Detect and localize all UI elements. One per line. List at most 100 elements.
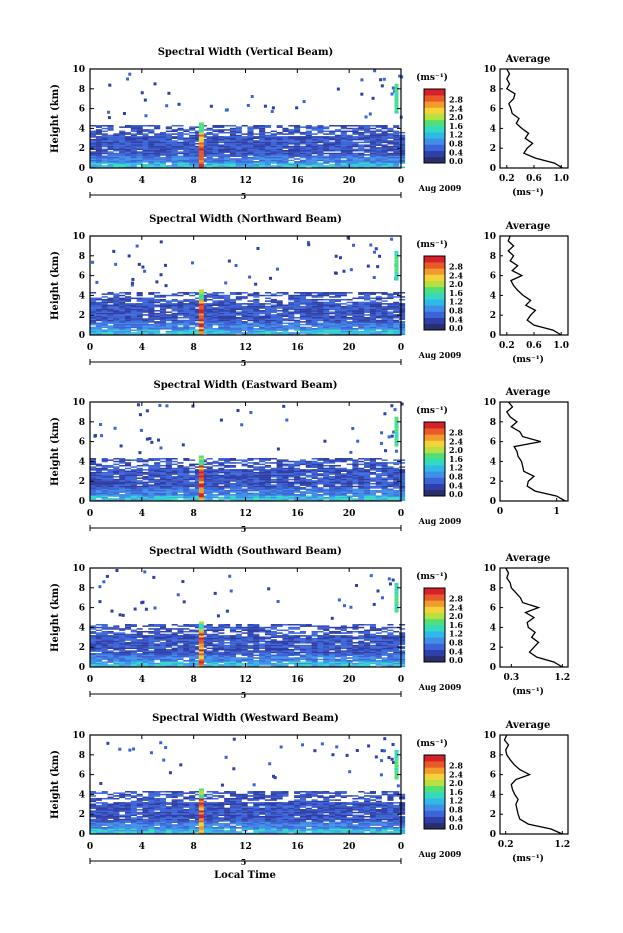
- heatmap-cell: [335, 329, 341, 330]
- average-title: Average: [505, 387, 551, 398]
- heatmap-cell: [166, 464, 172, 465]
- heatmap-cell: [259, 146, 265, 147]
- heatmap-cell: [312, 480, 318, 481]
- y-tick-label: 8: [79, 252, 85, 262]
- heatmap-cell: [288, 165, 294, 166]
- heatmap-cell: [364, 310, 370, 311]
- heatmap-cell: [335, 483, 341, 484]
- heatmap-cell: [218, 302, 224, 303]
- heatmap-cell: [113, 157, 119, 158]
- heatmap-cell: [224, 472, 230, 473]
- heatmap-cell: [172, 472, 178, 473]
- heatmap-cell: [148, 490, 154, 491]
- heatmap-cell: [387, 314, 393, 315]
- heatmap-cell: [137, 475, 143, 476]
- heatmap-cell: [277, 663, 283, 664]
- heatmap-cell: [96, 328, 102, 329]
- heatmap-cell: [242, 321, 248, 322]
- heatmap-cell: [102, 303, 108, 304]
- heatmap-cell: [376, 477, 382, 478]
- heatmap-cell: [370, 151, 376, 152]
- heatmap-cell: [323, 477, 329, 478]
- heatmap-cell: [277, 332, 283, 333]
- heatmap-cell: [230, 332, 236, 333]
- heatmap-cell: [218, 157, 224, 158]
- heatmap-cell: [364, 139, 370, 140]
- heatmap-cell: [358, 293, 364, 294]
- heatmap-cell: [247, 139, 253, 140]
- heatmap-cell: [312, 491, 318, 492]
- heatmap-cell: [212, 143, 218, 144]
- heatmap-cell: [364, 477, 370, 478]
- heatmap-cell: [183, 143, 189, 144]
- heatmap-cell: [148, 310, 154, 311]
- heatmap-cell: [119, 317, 125, 318]
- y-axis-label: Height (km): [50, 417, 61, 486]
- heatmap-cell: [399, 498, 405, 499]
- heatmap-cell: [341, 489, 347, 490]
- heatmap-cell: [183, 320, 189, 321]
- heatmap-cell: [265, 307, 271, 308]
- heatmap-cell: [376, 296, 382, 297]
- heatmap-cell: [113, 142, 119, 143]
- heatmap-cell: [172, 146, 178, 147]
- heatmap-cell: [212, 462, 218, 463]
- heatmap-cell: [236, 132, 242, 133]
- heatmap-cell: [167, 92, 170, 95]
- heatmap-cell: [142, 129, 148, 130]
- heatmap-cell: [335, 310, 341, 311]
- heatmap-cell: [160, 150, 166, 151]
- heatmap-cell: [352, 473, 358, 474]
- heatmap-cell: [271, 307, 277, 308]
- heatmap-cell: [312, 473, 318, 474]
- heatmap-cell: [347, 146, 353, 147]
- heatmap-cell: [236, 146, 242, 147]
- heatmap-cell: [224, 313, 230, 314]
- heatmap-cell: [317, 489, 323, 490]
- heatmap-cell: [317, 661, 323, 662]
- heatmap-cell: [265, 473, 271, 474]
- heatmap-cell: [199, 146, 204, 148]
- heatmap-cell: [96, 143, 102, 144]
- heatmap-cell: [300, 292, 306, 293]
- heatmap-cell: [242, 489, 248, 490]
- heatmap-cell: [277, 486, 283, 487]
- heatmap-cell: [271, 331, 277, 332]
- heatmap-cell: [282, 476, 288, 477]
- heatmap-cell: [300, 307, 306, 308]
- heatmap-cell: [294, 483, 300, 484]
- avg-y-tick-label: 10: [483, 232, 496, 242]
- heatmap-cell: [393, 160, 399, 161]
- heatmap-cell: [347, 314, 353, 315]
- heatmap-cell: [242, 309, 248, 310]
- heatmap-cell: [119, 138, 125, 139]
- heatmap-cell: [341, 475, 347, 476]
- heatmap-cell: [183, 153, 189, 154]
- heatmap-cell: [107, 494, 113, 495]
- heatmap-cell: [306, 486, 312, 487]
- heatmap-cell: [102, 318, 108, 319]
- heatmap-cell: [347, 306, 353, 307]
- heatmap-cell: [312, 477, 318, 478]
- heatmap-cell: [107, 162, 113, 163]
- heatmap-cell: [113, 158, 119, 159]
- heatmap-cell: [306, 153, 312, 154]
- heatmap-cell: [137, 486, 143, 487]
- heatmap-cell: [90, 310, 96, 311]
- colorbar-tick-label: 1.2: [449, 130, 463, 140]
- heatmap-cell: [329, 144, 335, 145]
- heatmap-cell: [347, 477, 353, 478]
- heatmap-cell: [259, 310, 265, 311]
- heatmap-cell: [189, 129, 195, 130]
- heatmap-cell: [177, 486, 183, 487]
- heatmap-cell: [364, 484, 370, 485]
- heatmap-cell: [247, 313, 253, 314]
- heatmap-cell: [183, 664, 189, 665]
- heatmap-cell: [306, 476, 312, 477]
- heatmap-cell: [102, 317, 108, 318]
- heatmap-cell: [306, 131, 312, 132]
- heatmap-cell: [323, 664, 329, 665]
- heatmap-cell: [172, 306, 178, 307]
- heatmap-cell: [183, 325, 189, 326]
- heatmap-cell: [341, 136, 347, 137]
